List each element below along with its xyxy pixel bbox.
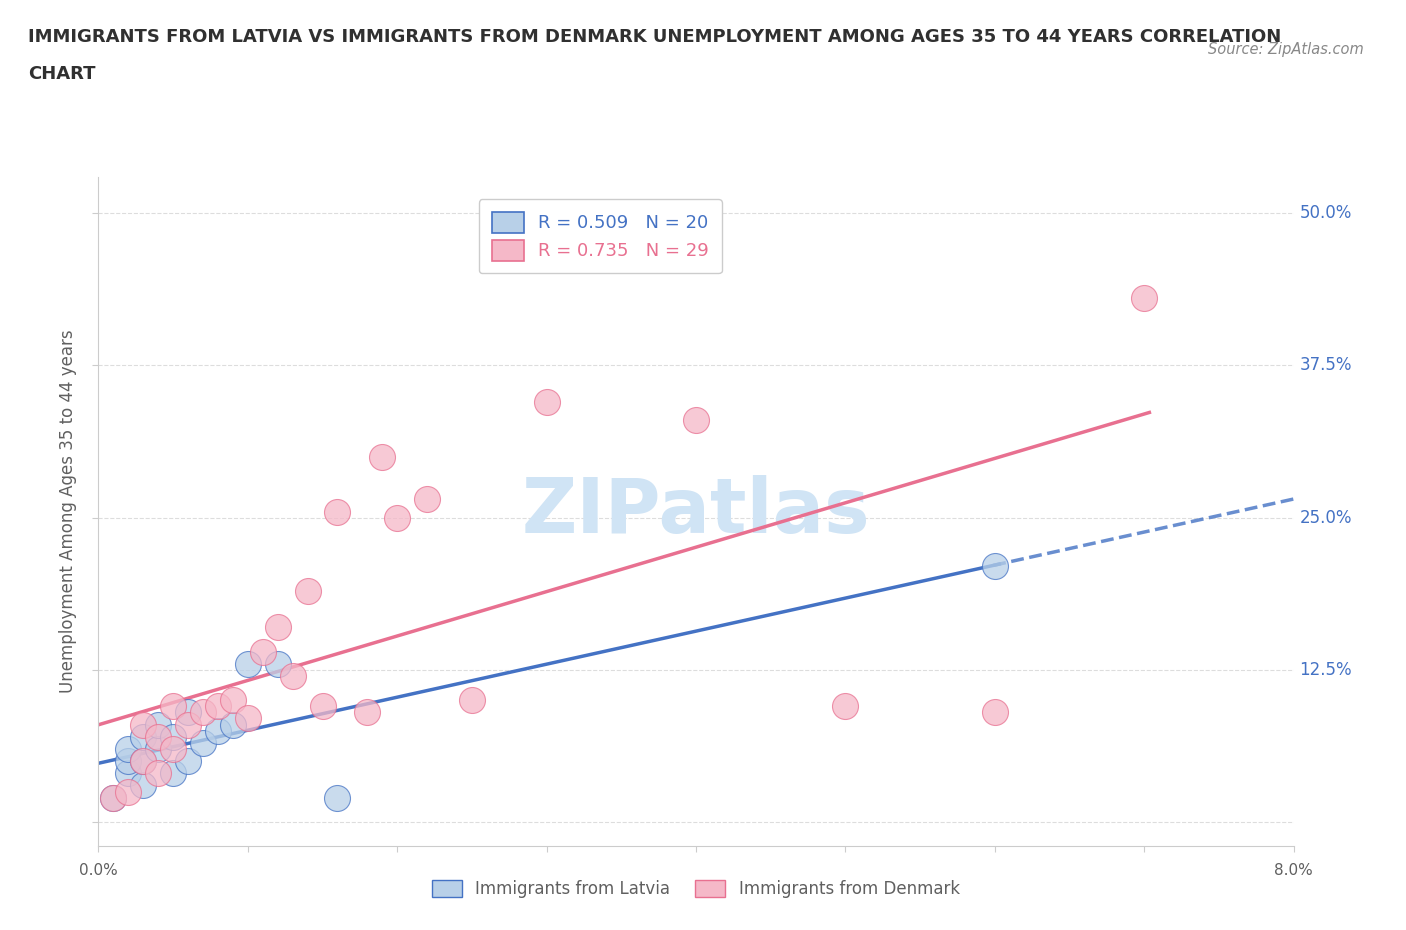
Point: [536, 394, 558, 409]
Point: [132, 753, 155, 768]
Point: [983, 559, 1005, 574]
Text: CHART: CHART: [28, 65, 96, 83]
Point: [103, 790, 125, 805]
Point: [297, 583, 319, 598]
Point: [132, 717, 155, 732]
Point: [191, 736, 214, 751]
Point: [207, 698, 229, 713]
Point: [177, 717, 200, 732]
Point: [326, 790, 349, 805]
Point: [685, 413, 707, 428]
Text: 0.0%: 0.0%: [79, 863, 118, 878]
Point: [371, 449, 394, 464]
Point: [236, 711, 259, 726]
Point: [148, 717, 170, 732]
Point: [222, 693, 245, 708]
Point: [207, 724, 229, 738]
Point: [103, 790, 125, 805]
Point: [834, 698, 856, 713]
Point: [148, 729, 170, 744]
Point: [236, 657, 259, 671]
Point: [117, 741, 139, 756]
Point: [117, 765, 139, 780]
Point: [311, 698, 333, 713]
Point: [162, 741, 184, 756]
Point: [252, 644, 274, 659]
Point: [1133, 291, 1156, 306]
Point: [117, 784, 139, 799]
Text: 25.0%: 25.0%: [1299, 509, 1353, 526]
Point: [162, 698, 184, 713]
Point: [177, 705, 200, 720]
Point: [461, 693, 484, 708]
Point: [117, 753, 139, 768]
Point: [326, 504, 349, 519]
Point: [983, 705, 1005, 720]
Point: [267, 619, 290, 634]
Point: [416, 492, 439, 507]
Point: [191, 705, 214, 720]
Text: 8.0%: 8.0%: [1274, 863, 1313, 878]
Text: 37.5%: 37.5%: [1299, 356, 1353, 375]
Text: IMMIGRANTS FROM LATVIA VS IMMIGRANTS FROM DENMARK UNEMPLOYMENT AMONG AGES 35 TO : IMMIGRANTS FROM LATVIA VS IMMIGRANTS FRO…: [28, 28, 1281, 46]
Point: [385, 511, 409, 525]
Text: 12.5%: 12.5%: [1299, 661, 1353, 679]
Text: ZIPatlas: ZIPatlas: [522, 474, 870, 549]
Point: [132, 729, 155, 744]
Point: [281, 669, 304, 684]
Y-axis label: Unemployment Among Ages 35 to 44 years: Unemployment Among Ages 35 to 44 years: [59, 330, 77, 693]
Text: Source: ZipAtlas.com: Source: ZipAtlas.com: [1208, 42, 1364, 57]
Point: [132, 778, 155, 793]
Point: [162, 729, 184, 744]
Point: [267, 657, 290, 671]
Point: [148, 741, 170, 756]
Text: 50.0%: 50.0%: [1299, 205, 1353, 222]
Point: [148, 765, 170, 780]
Legend: Immigrants from Latvia, Immigrants from Denmark: Immigrants from Latvia, Immigrants from …: [426, 873, 966, 905]
Point: [177, 753, 200, 768]
Point: [162, 765, 184, 780]
Point: [356, 705, 378, 720]
Point: [132, 753, 155, 768]
Point: [222, 717, 245, 732]
